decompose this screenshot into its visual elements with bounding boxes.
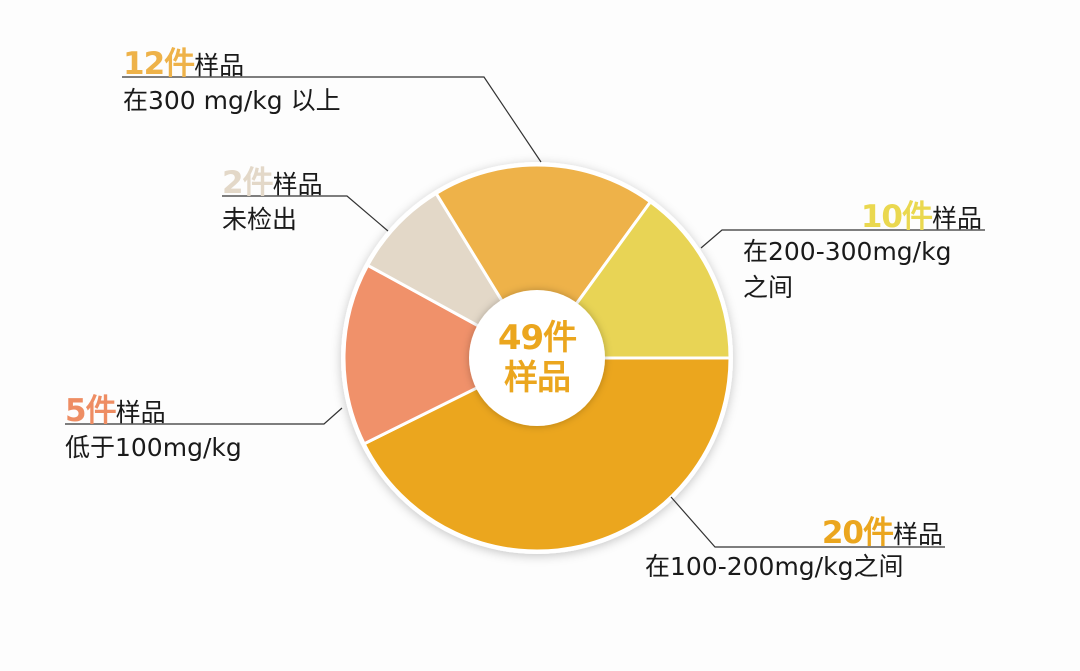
- center-total-label: 49件 样品: [477, 318, 597, 398]
- leader-lines: [65, 76, 985, 548]
- unit-s10: 样品: [931, 204, 982, 233]
- label-s5: 5件样品 低于100mg/kg: [65, 385, 242, 466]
- label-s20-desc: 在100-200mg/kg之间: [645, 549, 903, 585]
- label-s2: 2件样品 未检出: [222, 157, 323, 238]
- desc-s5: 低于100mg/kg: [65, 433, 242, 462]
- count-s5: 5件: [65, 393, 117, 429]
- unit-s12: 样品: [194, 51, 245, 80]
- count-s10: 10件: [860, 199, 933, 235]
- leader-line-s2: [222, 195, 389, 232]
- center-total-count: 49件: [497, 318, 577, 358]
- desc-s2: 未检出: [222, 205, 298, 234]
- desc-s12: 在300 mg/kg 以上: [123, 86, 341, 115]
- leader-line-s5: [65, 407, 343, 425]
- donut-hole: [469, 290, 605, 426]
- unit-s2: 样品: [272, 170, 323, 199]
- unit-s5: 样品: [115, 398, 166, 427]
- leader-line-s12: [122, 76, 542, 163]
- desc-s20: 在100-200mg/kg之间: [645, 552, 904, 581]
- count-s20: 20件: [821, 515, 894, 551]
- count-s12: 12件: [123, 46, 195, 82]
- count-s2: 2件: [222, 165, 274, 201]
- label-s10-head: 10件样品: [861, 191, 982, 236]
- desc-s10-line2: 之间: [743, 273, 794, 302]
- center-total-unit: 样品: [504, 358, 571, 398]
- leader-line-s10: [700, 229, 985, 249]
- label-s20-head: 20件样品: [822, 507, 943, 552]
- label-s10-desc: 在200-300mg/kg 之间: [743, 234, 951, 306]
- label-s12: 12件样品 在300 mg/kg 以上: [123, 38, 341, 119]
- leader-line-s20: [670, 496, 945, 548]
- desc-s10-line1: 在200-300mg/kg: [743, 237, 952, 266]
- unit-s20: 样品: [892, 520, 943, 549]
